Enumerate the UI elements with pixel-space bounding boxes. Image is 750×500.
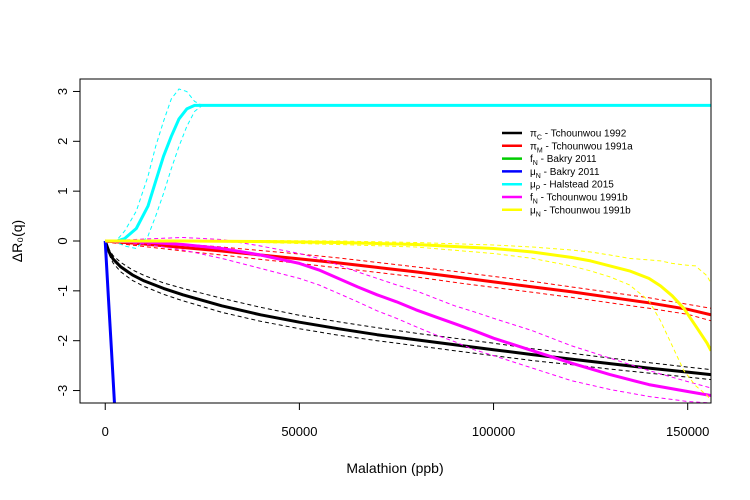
legend-label-4: μP - Halstead 2015: [530, 180, 614, 193]
legend-label-2: fN - Bakry 2011: [530, 154, 597, 167]
y-axis: -3 -2 -1 0 1 2 3: [55, 88, 80, 396]
x-tick-label-1: 50000: [281, 424, 317, 439]
series-0-line: [103, 240, 711, 377]
series-layer: [103, 88, 711, 403]
series-4-lower-bound: [105, 104, 711, 250]
series-1-line: [105, 239, 711, 317]
series-0-upper-bound: [104, 240, 711, 371]
series-1-lower-bound: [105, 241, 711, 322]
x-axis-title: Malathion (ppb): [346, 460, 443, 476]
series-4-line: [105, 103, 711, 243]
series-4-upper-bound: [105, 88, 711, 242]
series-5-line: [105, 239, 711, 397]
y-axis-title: ΔR₀(q): [9, 220, 25, 262]
y-tick-label-1: -2: [55, 335, 70, 347]
series-0-lower-bound: [104, 240, 711, 381]
x-tick-label-0: 0: [102, 424, 109, 439]
x-axis: 0 50000 100000 150000: [102, 403, 709, 439]
legend-label-1: πM - Tchounwou 1991a: [530, 141, 633, 154]
y-tick-label-6: 3: [55, 88, 70, 95]
y-tick-label-5: 2: [55, 138, 70, 145]
y-tick-label-3: 0: [55, 237, 70, 244]
y-tick-label-4: 1: [55, 188, 70, 195]
y-tick-label-2: -1: [55, 285, 70, 297]
legend-label-3: μN - Bakry 2011: [530, 167, 600, 180]
legend-label-0: πC - Tchounwou 1992: [530, 129, 627, 142]
series-6-lower-bound: [105, 240, 711, 401]
series-3-line: [103, 240, 116, 403]
legend-label-5: fN - Tchounwou 1991b: [530, 193, 628, 206]
x-tick-label-3: 150000: [666, 424, 709, 439]
x-tick-label-2: 100000: [472, 424, 515, 439]
series-6-line: [105, 239, 711, 352]
series-1-upper-bound: [105, 239, 711, 309]
legend-label-6: μN - Tchounwou 1991b: [530, 205, 631, 218]
y-tick-label-0: -3: [55, 385, 70, 397]
